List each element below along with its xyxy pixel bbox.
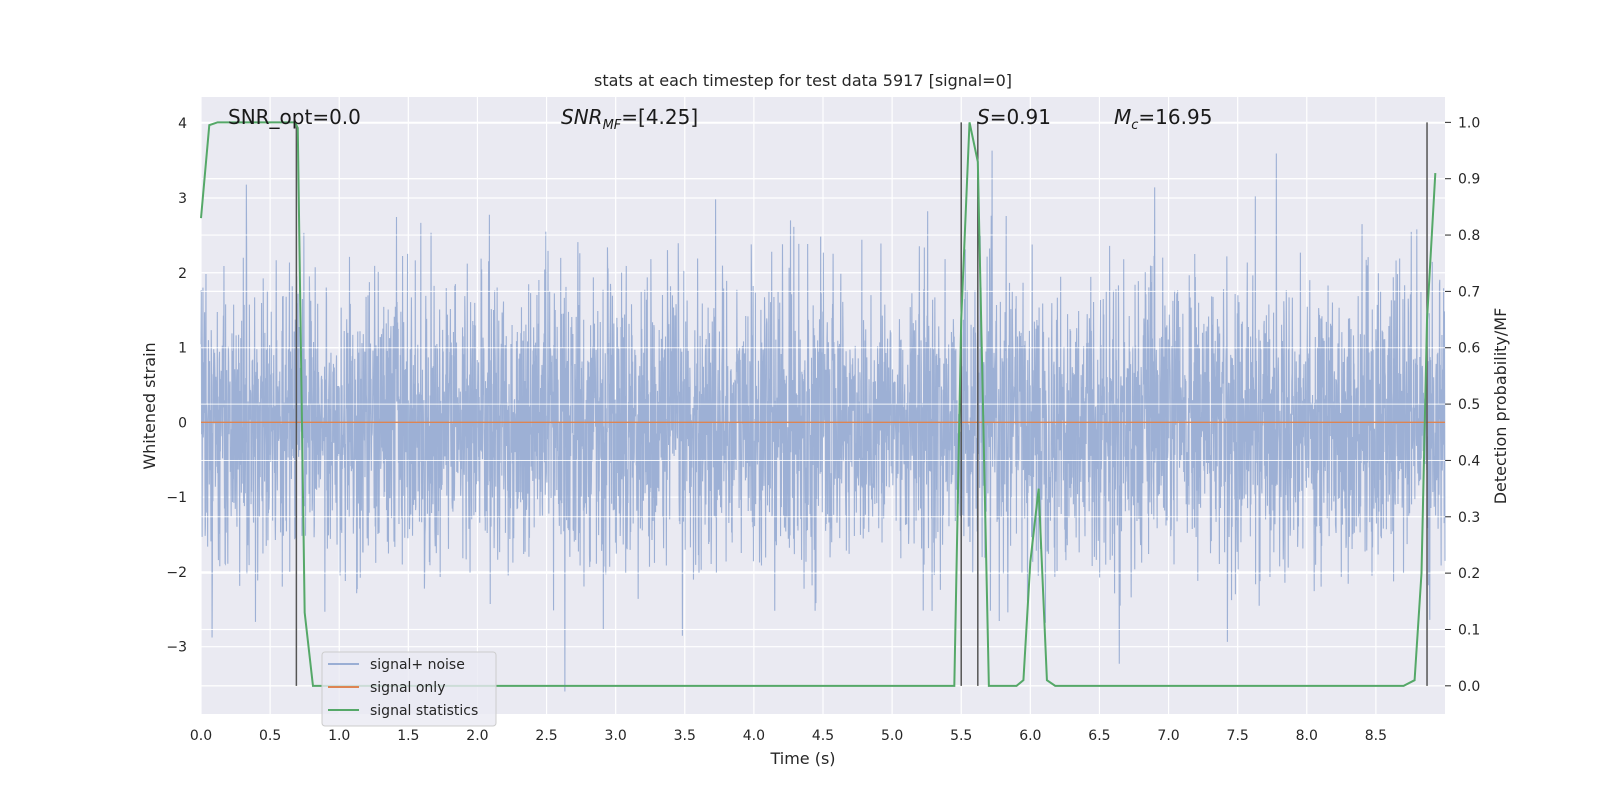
x-tick-label: 8.0 bbox=[1296, 728, 1318, 744]
y-tick-label-left: 0 bbox=[178, 415, 187, 431]
y-tick-label-right: 0.1 bbox=[1458, 622, 1480, 638]
annotation-s-symbol: S bbox=[977, 105, 990, 129]
x-axis-label: Time (s) bbox=[769, 749, 835, 768]
x-tick-label: 3.0 bbox=[605, 728, 627, 744]
x-tick-label: 5.5 bbox=[950, 728, 972, 744]
chart-title: stats at each timestep for test data 591… bbox=[594, 71, 1012, 90]
x-tick-label: 2.0 bbox=[466, 728, 488, 744]
legend-label: signal only bbox=[370, 680, 445, 696]
x-tick-label: 7.5 bbox=[1227, 728, 1249, 744]
y-tick-label-left: 1 bbox=[178, 341, 187, 357]
plot-area: 0.0 0.5 1.0 1.5 2.0 2.5 3.0 3.5 4.0 4.5 5.0 5.5 6.0 6… bbox=[166, 97, 1480, 744]
x-tick-label: 6.5 bbox=[1088, 728, 1110, 744]
y-tick-label-left: −2 bbox=[166, 565, 187, 581]
annotation-mc: Mc=16.95 bbox=[1114, 105, 1212, 133]
y-tick-label-right: 0.9 bbox=[1458, 172, 1480, 188]
x-tick-label: 0.0 bbox=[190, 728, 212, 744]
y-tick-label-left: 3 bbox=[178, 191, 187, 207]
x-tick-label: 4.0 bbox=[743, 728, 765, 744]
annotation-s-value: =0.91 bbox=[990, 105, 1051, 129]
legend: signal+ noise signal only signal statistic… bbox=[321, 651, 497, 727]
y-tick-label-right: 0.4 bbox=[1458, 453, 1480, 469]
y-tick-label-left: 4 bbox=[178, 116, 187, 132]
x-tick-label: 0.5 bbox=[259, 728, 281, 744]
annotation-mc-symbol: M bbox=[1114, 105, 1131, 129]
annotation-snr-mf-symbol: SNR bbox=[561, 105, 603, 129]
x-tick-label: 1.5 bbox=[397, 728, 419, 744]
y-axis-label-right: Detection probability/MF bbox=[1491, 308, 1510, 505]
annotation-snr-mf-value: =[4.25] bbox=[621, 105, 698, 129]
y-tick-label-right: 1.0 bbox=[1458, 115, 1480, 131]
x-tick-label: 2.5 bbox=[535, 728, 557, 744]
y-tick-label-right: 0.0 bbox=[1458, 679, 1480, 695]
y-tick-label-left: −3 bbox=[166, 640, 187, 656]
y-tick-label-right: 0.5 bbox=[1458, 397, 1480, 413]
y-tick-label-right: 0.2 bbox=[1458, 566, 1480, 582]
legend-label: signal statistics bbox=[370, 703, 478, 719]
annotation-mc-subscript: c bbox=[1131, 118, 1138, 133]
x-tick-label: 1.0 bbox=[328, 728, 350, 744]
x-tick-label: 8.5 bbox=[1365, 728, 1387, 744]
x-tick-label: 5.0 bbox=[881, 728, 903, 744]
annotation-mc-value: =16.95 bbox=[1138, 105, 1212, 129]
annotation-snr-mf: SNRMF=[4.25] bbox=[561, 105, 698, 133]
annotation-s: S=0.91 bbox=[977, 105, 1051, 129]
x-tick-label: 4.5 bbox=[812, 728, 834, 744]
y-tick-label-right: 0.6 bbox=[1458, 341, 1480, 357]
series-signal-statistics-line bbox=[200, 121, 1437, 687]
y-tick-label-left: −1 bbox=[166, 490, 187, 506]
legend-label: signal+ noise bbox=[370, 657, 465, 673]
annotation-snr-opt: SNR_opt=0.0 bbox=[228, 105, 361, 129]
y-tick-label-right: 0.8 bbox=[1458, 228, 1480, 244]
y-tick-label-left: 2 bbox=[178, 266, 187, 282]
y-tick-label-right: 0.7 bbox=[1458, 284, 1480, 300]
y-axis-label-left: Whitened strain bbox=[140, 342, 159, 469]
x-tick-label: 6.0 bbox=[1019, 728, 1041, 744]
y-tick-label-right: 0.3 bbox=[1458, 510, 1480, 526]
x-tick-label: 3.5 bbox=[674, 728, 696, 744]
x-tick-label: 7.0 bbox=[1157, 728, 1179, 744]
annotation-snr-mf-subscript: MF bbox=[603, 118, 622, 133]
